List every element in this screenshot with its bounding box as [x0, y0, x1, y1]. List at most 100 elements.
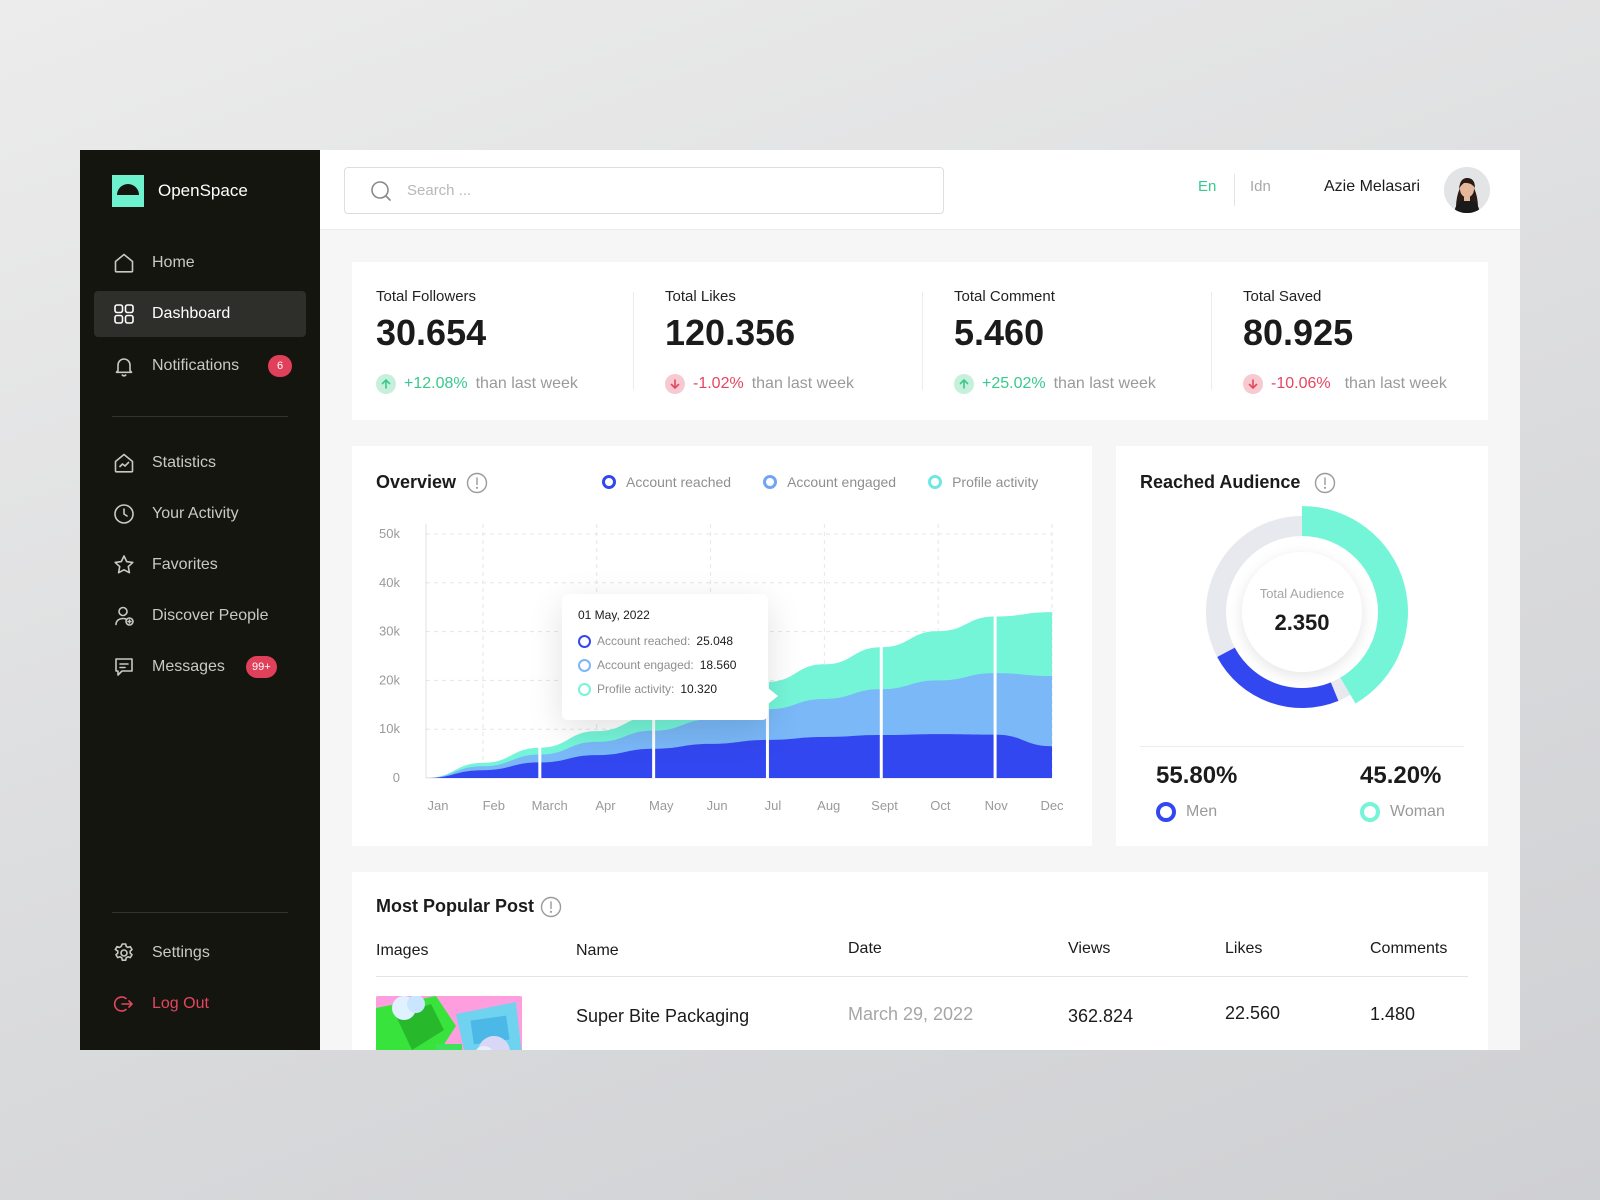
legend-label: Profile activity	[952, 474, 1039, 490]
donut-segment-men	[1217, 647, 1339, 708]
message-icon	[115, 658, 133, 676]
stat-divider	[633, 292, 634, 390]
x-tick-label: Feb	[483, 798, 505, 813]
legend-account-engaged[interactable]: Account engaged	[763, 474, 896, 490]
post-name[interactable]: Super Bite Packaging	[576, 1006, 750, 1026]
col-header-name[interactable]: Name	[576, 942, 619, 959]
notifications-badge: 6	[268, 355, 292, 377]
x-tick-label: Apr	[595, 798, 616, 813]
arrow-up-icon	[376, 374, 396, 394]
stat-value: 30.654	[376, 312, 487, 353]
legend-men: Men	[1156, 802, 1217, 822]
user-name[interactable]: Azie Melasari	[1324, 178, 1421, 195]
legend-account-reached[interactable]: Account reached	[602, 474, 731, 490]
stat-change: +12.08% than last week	[376, 374, 578, 394]
x-tick-label: Nov	[985, 798, 1009, 813]
language-divider	[1234, 174, 1235, 206]
arrow-down-icon	[665, 374, 685, 394]
legend-marker	[602, 475, 616, 489]
sidebar-item-label: Messages	[152, 658, 225, 675]
sidebar-item-settings[interactable]: Settings	[94, 930, 306, 976]
arrow-down-icon	[1243, 374, 1263, 394]
men-percent: 55.80%	[1156, 762, 1238, 789]
stat-value: 120.356	[665, 312, 796, 353]
stat-change-suffix: than last week	[1344, 375, 1447, 392]
clock-icon	[114, 504, 134, 524]
stat-change: -10.06% than last week	[1243, 374, 1447, 394]
legend-marker	[1360, 802, 1380, 822]
x-tick-label: Jul	[765, 798, 782, 813]
sidebar-item-notifications[interactable]: Notifications 6	[94, 343, 306, 389]
legend-profile-activity[interactable]: Profile activity	[928, 474, 1038, 490]
search-input[interactable]	[407, 182, 887, 199]
sidebar-item-home[interactable]: Home	[94, 240, 306, 286]
y-tick-label: 30k	[379, 624, 400, 639]
table-header-divider	[376, 976, 1468, 977]
logout-button[interactable]: Log Out	[94, 981, 306, 1027]
stat-divider	[922, 292, 923, 390]
legend-marker	[928, 475, 943, 489]
total-audience-label: Total Audience	[1259, 586, 1345, 601]
bell-icon	[115, 358, 133, 377]
top-bar: En Idn Azie Melasari	[320, 150, 1520, 230]
tooltip-label: Profile activity:	[597, 682, 675, 696]
info-icon[interactable]	[1314, 472, 1336, 494]
legend-marker	[763, 475, 778, 489]
post-thumbnail[interactable]	[376, 996, 522, 1050]
popular-posts-card: Most Popular Post Images Name Date Views…	[352, 872, 1488, 1050]
sidebar-item-label: Home	[152, 254, 195, 271]
logout-label: Log Out	[152, 995, 209, 1012]
x-tick-label: March	[532, 798, 568, 813]
audience-donut-chart[interactable]	[1192, 502, 1412, 722]
col-header-date[interactable]: Date	[848, 940, 882, 957]
legend-label: Account engaged	[787, 474, 897, 490]
tooltip-marker	[578, 682, 591, 696]
overview-legend: Account reached Account engaged Profile …	[602, 474, 1038, 490]
stat-change-suffix: than last week	[1053, 375, 1156, 392]
info-icon[interactable]	[466, 472, 488, 494]
bottom-nav: Settings Log Out	[94, 930, 306, 1033]
y-tick-label: 20k	[379, 672, 400, 687]
col-header-views[interactable]: Views	[1068, 940, 1111, 957]
sidebar-item-favorites[interactable]: Favorites	[94, 542, 306, 588]
tooltip-row-engaged: Account engaged: 18.560	[578, 658, 752, 672]
sidebar-item-statistics[interactable]: Statistics	[94, 440, 306, 486]
col-header-comments[interactable]: Comments	[1370, 940, 1448, 957]
avatar-person-icon	[1444, 167, 1490, 213]
brand[interactable]: OpenSpace	[112, 175, 248, 207]
sidebar-divider-bottom	[112, 912, 288, 913]
logout-icon	[113, 996, 133, 1012]
brand-logo-icon	[112, 175, 144, 207]
sidebar-item-your-activity[interactable]: Your Activity	[94, 491, 306, 537]
x-tick-label: Jan	[428, 798, 449, 813]
post-views: 362.824	[1068, 1006, 1134, 1026]
stat-total-followers: Total Followers 30.654 +12.08% than last…	[376, 262, 626, 420]
stat-label: Total Likes	[665, 288, 736, 305]
star-icon	[114, 555, 134, 574]
tooltip-value: 18.560	[699, 658, 737, 672]
stat-change: +25.02% than last week	[954, 374, 1156, 394]
donut-center	[1242, 552, 1362, 672]
col-header-likes[interactable]: Likes	[1225, 940, 1263, 957]
user-add-icon	[115, 606, 134, 626]
avatar[interactable]	[1444, 167, 1490, 213]
language-en[interactable]: En	[1198, 178, 1217, 195]
grid-icon	[114, 304, 134, 324]
sidebar-item-messages[interactable]: Messages 99+	[94, 644, 306, 690]
x-tick-label: May	[649, 798, 674, 813]
sidebar-item-dashboard[interactable]: Dashboard	[94, 291, 306, 337]
post-thumbnail-image	[376, 996, 522, 1050]
search-box[interactable]	[344, 167, 944, 214]
col-header-images[interactable]: Images	[376, 942, 429, 959]
language-idn[interactable]: Idn	[1250, 178, 1271, 195]
stat-label: Total Saved	[1243, 288, 1322, 305]
sidebar-item-discover-people[interactable]: Discover People	[94, 593, 306, 639]
legend-label: Woman	[1390, 803, 1445, 820]
tooltip-label: Account engaged:	[597, 658, 694, 672]
tooltip-value: 10.320	[680, 682, 718, 696]
stat-total-comment: Total Comment 5.460 +25.02% than last we…	[954, 262, 1204, 420]
total-audience-value: 2.350	[1274, 610, 1330, 635]
info-icon[interactable]	[540, 896, 562, 918]
audience-center: Total Audience 2.350	[1246, 586, 1358, 636]
stat-divider	[1211, 292, 1212, 390]
